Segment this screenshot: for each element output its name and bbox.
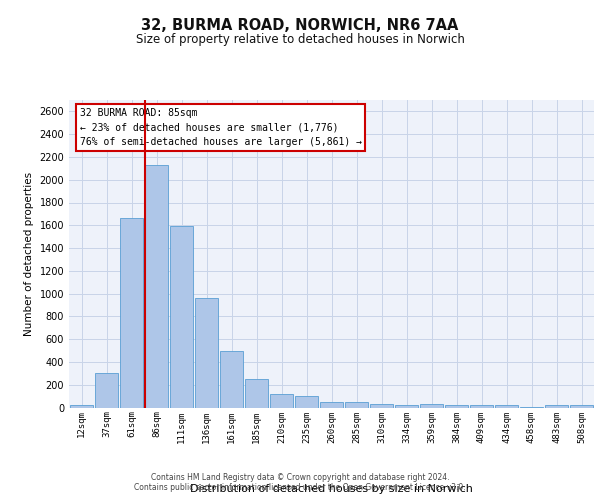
Bar (119, 218, 143, 408)
X-axis label: Distribution of detached houses by size in Norwich: Distribution of detached houses by size … (190, 484, 473, 494)
Text: 32, BURMA ROAD, NORWICH, NR6 7AA: 32, BURMA ROAD, NORWICH, NR6 7AA (142, 18, 458, 32)
Bar (95, 374, 118, 408)
Bar (395, 405, 418, 407)
Text: 32 BURMA ROAD: 85sqm
← 23% of detached houses are smaller (1,776)
76% of semi-de: 32 BURMA ROAD: 85sqm ← 23% of detached h… (79, 108, 361, 148)
Bar (445, 405, 469, 407)
Bar (520, 407, 544, 408)
Bar (245, 379, 268, 408)
Text: Size of property relative to detached houses in Norwich: Size of property relative to detached ho… (136, 32, 464, 46)
Bar (320, 402, 343, 407)
Bar (419, 404, 443, 407)
Bar (295, 396, 319, 407)
Bar (370, 404, 394, 407)
Y-axis label: Number of detached properties: Number of detached properties (24, 172, 34, 336)
Bar (569, 404, 593, 407)
Bar (470, 405, 493, 407)
Bar (344, 402, 368, 407)
Bar (545, 405, 568, 407)
Bar (170, 226, 193, 408)
Bar (269, 394, 293, 407)
Bar (220, 350, 244, 408)
Bar (145, 165, 169, 408)
Bar (494, 405, 518, 407)
Bar (194, 298, 218, 408)
Bar (70, 404, 94, 407)
Text: Contains HM Land Registry data © Crown copyright and database right 2024.
Contai: Contains HM Land Registry data © Crown c… (134, 473, 466, 492)
